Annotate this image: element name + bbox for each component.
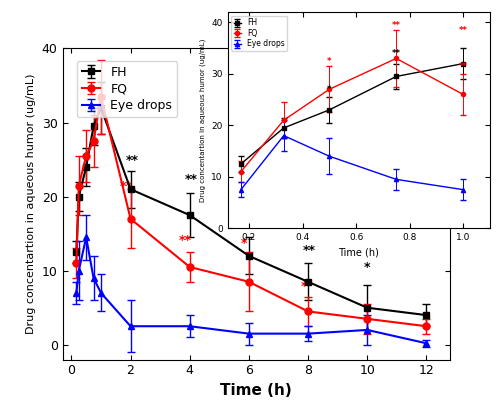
- Text: **: **: [392, 49, 401, 59]
- Text: **: **: [244, 217, 257, 230]
- Text: *: *: [327, 57, 332, 66]
- Legend: FH, FQ, Eye drops: FH, FQ, Eye drops: [76, 61, 177, 118]
- Text: **: **: [458, 26, 468, 35]
- Legend: FH, FQ, Eye drops: FH, FQ, Eye drops: [232, 16, 287, 50]
- Y-axis label: Drug concentartion in aqueous humor (ug/mL): Drug concentartion in aqueous humor (ug/…: [199, 38, 205, 202]
- X-axis label: Time (h): Time (h): [338, 248, 379, 258]
- Y-axis label: Drug concentartion in aqueous humor (ug/mL): Drug concentartion in aqueous humor (ug/…: [26, 74, 36, 334]
- Text: *: *: [241, 237, 248, 250]
- X-axis label: Time (h): Time (h): [220, 383, 292, 398]
- Text: *: *: [364, 261, 370, 274]
- Text: **: **: [303, 244, 316, 257]
- Text: **: **: [126, 154, 138, 167]
- Text: **: **: [184, 173, 198, 185]
- Text: **: **: [179, 234, 192, 247]
- Text: *: *: [300, 280, 307, 293]
- Text: **: **: [458, 62, 468, 71]
- Text: **: **: [120, 180, 132, 193]
- Text: **: **: [392, 21, 401, 30]
- Text: *: *: [327, 86, 332, 95]
